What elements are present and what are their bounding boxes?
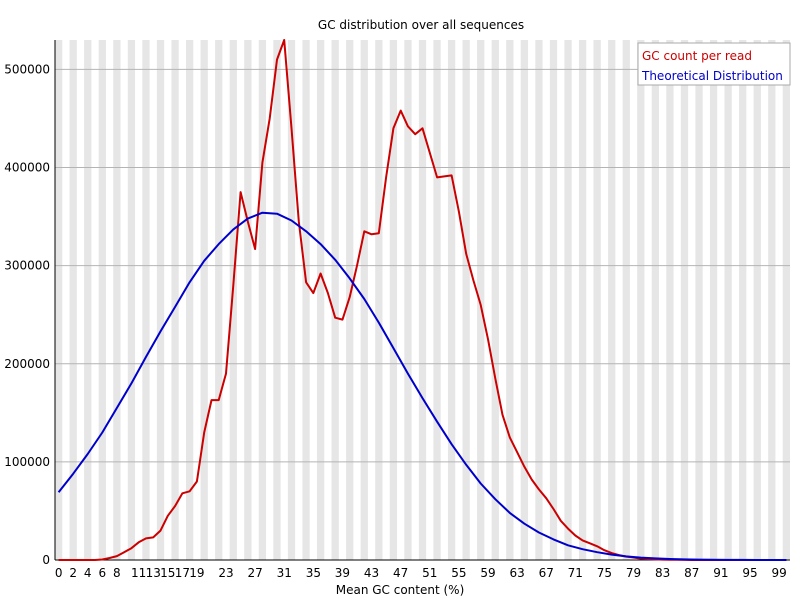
y-tick-label: 0	[42, 553, 50, 567]
x-tick-label: 87	[684, 566, 699, 580]
bg-stripe	[258, 40, 267, 560]
bg-stripe	[535, 40, 543, 560]
bg-stripe	[418, 40, 427, 560]
x-tick-label: 67	[539, 566, 554, 580]
bg-stripe	[724, 40, 732, 560]
x-tick-label: 8	[113, 566, 121, 580]
background-stripes	[55, 40, 790, 560]
bg-stripe	[520, 40, 529, 560]
bg-stripe	[651, 40, 660, 560]
x-tick-label: 55	[451, 566, 466, 580]
bg-stripe	[404, 40, 412, 560]
x-tick-label: 95	[742, 566, 757, 580]
bg-stripe	[462, 40, 470, 560]
x-tick-label: 35	[306, 566, 321, 580]
bg-stripe	[113, 40, 121, 560]
bg-stripe	[637, 40, 645, 560]
bg-stripe	[491, 40, 499, 560]
bg-stripe	[608, 40, 616, 560]
bg-stripe	[622, 40, 630, 560]
bg-stripe	[477, 40, 485, 560]
bg-stripe	[433, 40, 441, 560]
bg-stripe	[55, 40, 63, 560]
bg-stripe	[666, 40, 674, 560]
y-tick-label: 100000	[4, 455, 50, 469]
legend: GC count per read Theoretical Distributi…	[637, 42, 791, 86]
bg-stripe	[578, 40, 587, 560]
bg-stripe	[215, 40, 223, 560]
bg-stripe	[185, 40, 194, 560]
y-tick-label: 400000	[4, 161, 50, 175]
x-tick-label: 0	[55, 566, 63, 580]
x-tick-label: 15	[160, 566, 175, 580]
x-tick-label: 13	[146, 566, 161, 580]
series-lines	[57, 39, 787, 561]
bg-stripe	[506, 40, 514, 560]
bg-stripe	[389, 40, 398, 560]
bg-stripe	[156, 40, 165, 560]
bg-stripe	[447, 40, 456, 560]
bg-stripe	[84, 40, 92, 560]
bg-stripe	[768, 40, 776, 560]
bg-stripe	[695, 40, 703, 560]
x-tick-label: 39	[335, 566, 350, 580]
legend-entry-theoretical: Theoretical Distribution	[641, 69, 783, 83]
bg-stripe	[127, 40, 136, 560]
legend-entry-gc-count: GC count per read	[642, 49, 752, 63]
bg-stripe	[273, 40, 281, 560]
x-tick-label: 99	[771, 566, 786, 580]
x-tick-label: 4	[84, 566, 92, 580]
x-tick-labels: 0 2 4 6 8 11 13 15 17 19 23 27 31 35 39 43 47 51 55 59 63 67 7…	[55, 566, 787, 580]
bg-stripe	[287, 40, 296, 560]
bg-stripe	[593, 40, 601, 560]
x-tick-label: 43	[364, 566, 379, 580]
x-tick-label: 19	[189, 566, 204, 580]
chart-title: GC distribution over all sequences	[318, 18, 524, 32]
x-axis-label: Mean GC content (%)	[336, 583, 465, 597]
x-tick-label: 47	[393, 566, 408, 580]
bg-stripe	[171, 40, 179, 560]
x-tick-label: 23	[218, 566, 233, 580]
x-tick-label: 31	[277, 566, 292, 580]
x-tick-label: 17	[175, 566, 190, 580]
bg-stripe	[564, 40, 572, 560]
x-tick-label: 91	[713, 566, 728, 580]
bg-stripe	[680, 40, 689, 560]
bg-stripe	[331, 40, 339, 560]
y-tick-label: 300000	[4, 259, 50, 273]
legend-box	[637, 42, 791, 86]
bg-stripe	[98, 40, 106, 560]
bg-stripe	[69, 40, 77, 560]
x-tick-label: 59	[480, 566, 495, 580]
x-tick-label: 83	[655, 566, 670, 580]
x-tick-label: 6	[98, 566, 106, 580]
bg-stripe	[709, 40, 718, 560]
bg-stripe	[229, 40, 237, 560]
x-tick-label: 75	[597, 566, 612, 580]
bg-stripe	[142, 40, 150, 560]
x-tick-label: 63	[509, 566, 524, 580]
bg-stripe	[302, 40, 310, 560]
bg-stripe	[753, 40, 761, 560]
x-tick-label: 27	[247, 566, 262, 580]
y-tick-label: 200000	[4, 357, 50, 371]
theoretical-distribution-line	[57, 211, 787, 561]
x-tick-label: 2	[69, 566, 77, 580]
bg-stripe	[739, 40, 747, 560]
bg-stripe	[375, 40, 383, 560]
x-tick-label: 71	[568, 566, 583, 580]
bg-stripe	[549, 40, 558, 560]
bg-stripe	[782, 40, 790, 560]
x-tick-label: 79	[626, 566, 641, 580]
y-tick-labels: 0 100000 200000 300000 400000 500000	[4, 62, 50, 567]
x-tick-label: 51	[422, 566, 437, 580]
y-tick-label: 500000	[4, 62, 50, 76]
bg-stripe	[244, 40, 252, 560]
bg-stripe	[316, 40, 325, 560]
bg-stripe	[200, 40, 208, 560]
x-tick-label: 11	[131, 566, 146, 580]
